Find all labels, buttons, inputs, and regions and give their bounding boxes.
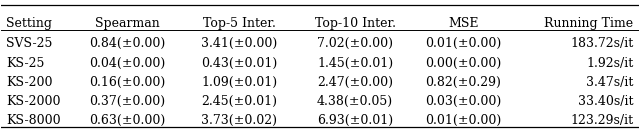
Text: KS-2000: KS-2000 [6, 95, 61, 108]
Text: 183.72s/it: 183.72s/it [570, 37, 634, 50]
Text: 33.40s/it: 33.40s/it [578, 95, 634, 108]
Text: Running Time: Running Time [545, 17, 634, 30]
Text: 123.29s/it: 123.29s/it [570, 114, 634, 127]
Text: 0.37(±0.00): 0.37(±0.00) [90, 95, 166, 108]
Text: 3.73(±0.02): 3.73(±0.02) [202, 114, 278, 127]
Text: 4.38(±0.05): 4.38(±0.05) [317, 95, 393, 108]
Text: 3.41(±0.00): 3.41(±0.00) [202, 37, 278, 50]
Text: KS-25: KS-25 [6, 57, 45, 70]
Text: 0.82(±0.29): 0.82(±0.29) [426, 76, 502, 89]
Text: KS-200: KS-200 [6, 76, 53, 89]
Text: 0.01(±0.00): 0.01(±0.00) [426, 114, 502, 127]
Text: 0.16(±0.00): 0.16(±0.00) [90, 76, 166, 89]
Text: MSE: MSE [448, 17, 479, 30]
Text: 1.09(±0.01): 1.09(±0.01) [202, 76, 278, 89]
Text: 0.63(±0.00): 0.63(±0.00) [90, 114, 166, 127]
Text: 6.93(±0.01): 6.93(±0.01) [317, 114, 393, 127]
Text: Setting: Setting [6, 17, 52, 30]
Text: 0.04(±0.00): 0.04(±0.00) [90, 57, 166, 70]
Text: 0.84(±0.00): 0.84(±0.00) [90, 37, 166, 50]
Text: 0.01(±0.00): 0.01(±0.00) [426, 37, 502, 50]
Text: Spearman: Spearman [95, 17, 160, 30]
Text: 0.00(±0.00): 0.00(±0.00) [426, 57, 502, 70]
Text: Top-5 Inter.: Top-5 Inter. [203, 17, 276, 30]
Text: SVS-25: SVS-25 [6, 37, 53, 50]
Text: 2.45(±0.01): 2.45(±0.01) [202, 95, 278, 108]
Text: 0.03(±0.00): 0.03(±0.00) [426, 95, 502, 108]
Text: KS-8000: KS-8000 [6, 114, 61, 127]
Text: 1.45(±0.01): 1.45(±0.01) [317, 57, 393, 70]
Text: 7.02(±0.00): 7.02(±0.00) [317, 37, 393, 50]
Text: Top-10 Inter.: Top-10 Inter. [314, 17, 396, 30]
Text: 0.43(±0.01): 0.43(±0.01) [202, 57, 278, 70]
Text: 1.92s/it: 1.92s/it [586, 57, 634, 70]
Text: 2.47(±0.00): 2.47(±0.00) [317, 76, 393, 89]
Text: 3.47s/it: 3.47s/it [586, 76, 634, 89]
